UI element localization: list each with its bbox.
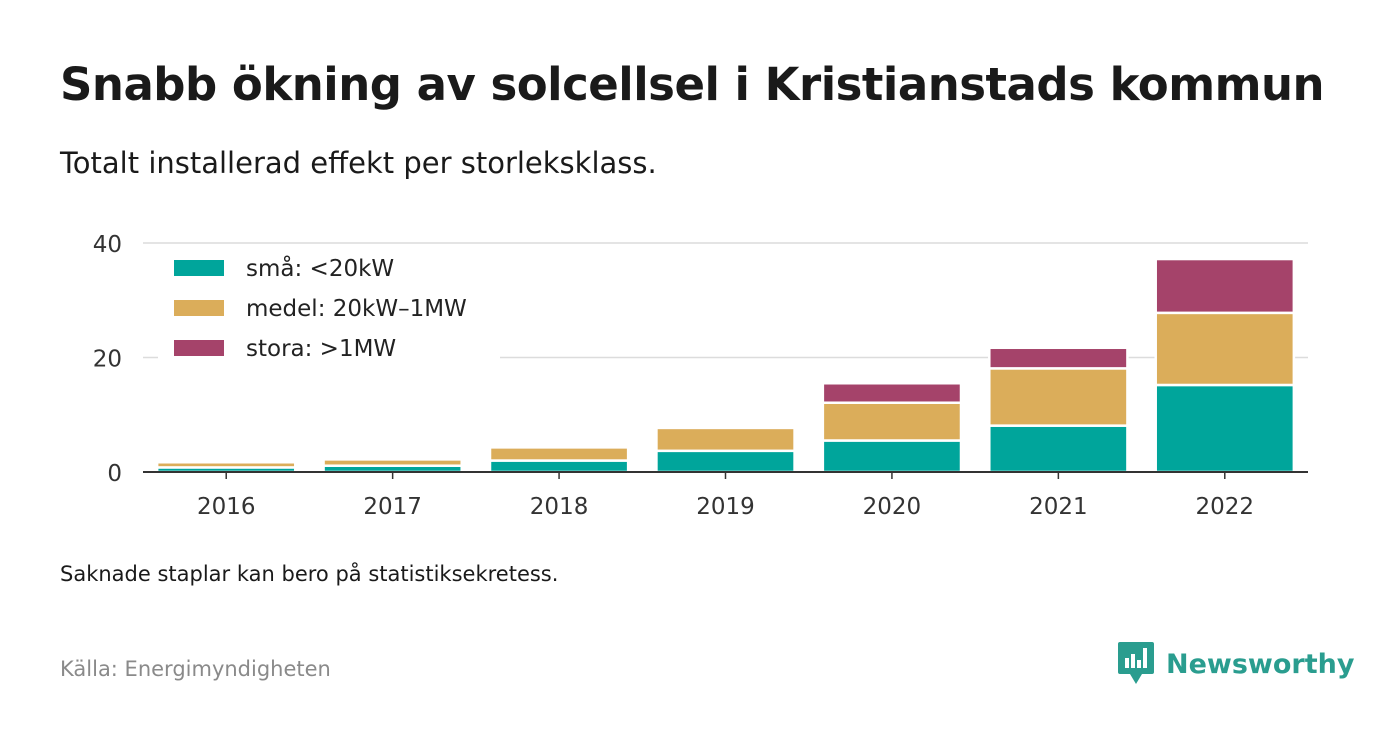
x-tick-label: 2016 <box>197 494 256 520</box>
legend-label: stora: >1MW <box>246 336 396 362</box>
newsworthy-logo-icon <box>1118 642 1154 684</box>
y-tick-label: 40 <box>93 232 122 258</box>
legend-swatch <box>174 260 224 276</box>
bar-segment <box>988 346 1129 370</box>
bar-segment <box>988 424 1129 474</box>
bar-segment <box>821 382 963 404</box>
y-tick-label: 20 <box>93 347 122 373</box>
bar-segment <box>821 401 963 442</box>
bar-segment <box>988 367 1129 427</box>
x-tick-label: 2021 <box>1029 494 1088 520</box>
brand-name: Newsworthy <box>1166 648 1355 680</box>
x-tick-label: 2019 <box>696 494 755 520</box>
bar-segment <box>655 426 796 453</box>
bar-segment <box>1154 383 1296 474</box>
chart-title: Snabb ökning av solcellsel i Kristiansta… <box>60 58 1325 111</box>
x-tick-label: 2020 <box>863 494 922 520</box>
chart-note: Saknade staplar kan bero på statistiksek… <box>60 562 559 586</box>
legend-label: små: <20kW <box>246 254 394 282</box>
source-text: Källa: Energimyndigheten <box>60 657 331 681</box>
bar-segment <box>488 446 630 462</box>
bar-segment <box>1154 257 1296 315</box>
bar-segment <box>155 461 297 469</box>
bar-segment <box>821 439 963 474</box>
bar-segment <box>488 459 630 474</box>
bar-segment <box>322 458 463 467</box>
legend-label: medel: 20kW–1MW <box>246 296 467 322</box>
chart-subtitle: Totalt installerad effekt per storlekskl… <box>60 146 657 180</box>
legend-swatch <box>174 300 224 316</box>
y-tick-label: 0 <box>107 461 122 487</box>
legend-swatch <box>174 340 224 356</box>
bar-segment <box>655 449 796 474</box>
brand-logo: Newsworthy <box>1116 640 1354 688</box>
bar-segment <box>1154 311 1296 387</box>
x-tick-label: 2018 <box>530 494 589 520</box>
x-tick-label: 2022 <box>1196 494 1255 520</box>
x-tick-label: 2017 <box>363 494 422 520</box>
